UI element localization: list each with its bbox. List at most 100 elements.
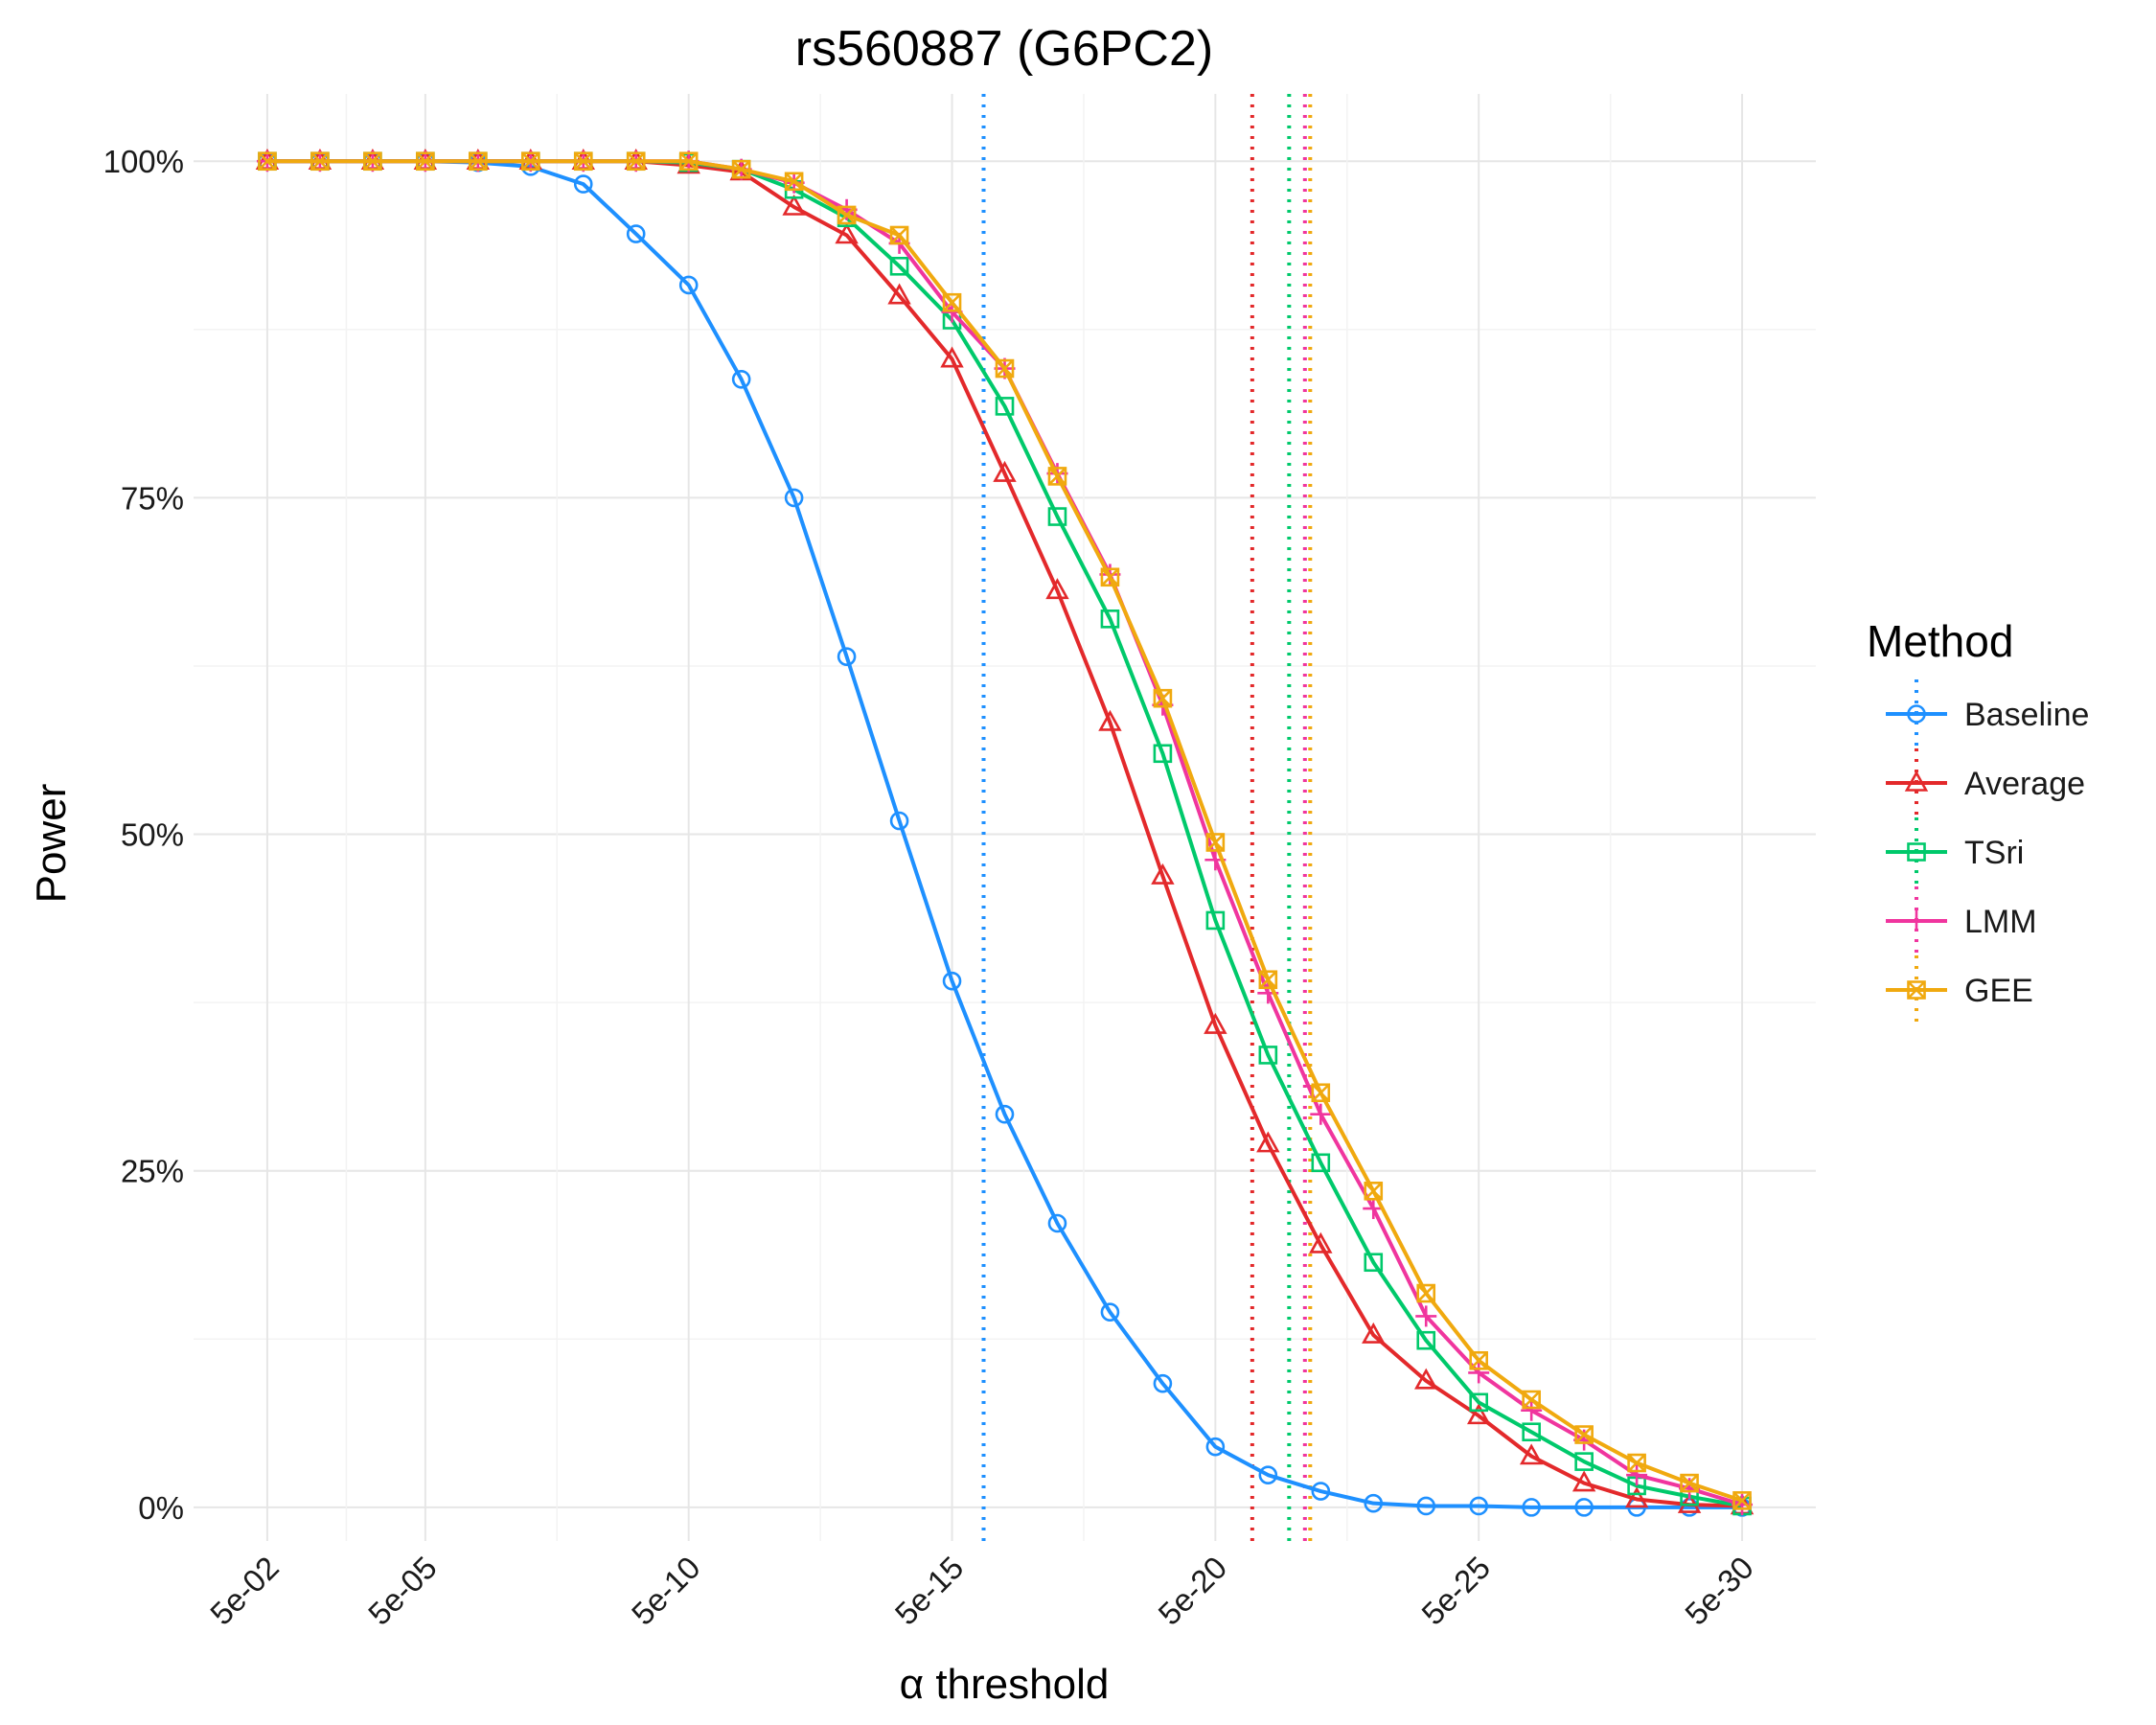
data-point-baseline xyxy=(1100,1302,1120,1322)
x-tick-label: 5e-10 xyxy=(625,1550,707,1632)
x-tick-label: 5e-15 xyxy=(888,1550,971,1632)
data-point-lmm xyxy=(1415,1305,1437,1327)
data-point-average xyxy=(1045,578,1069,600)
y-axis-title: Power xyxy=(28,784,75,904)
data-point-average xyxy=(940,346,964,368)
data-point-gee xyxy=(520,151,540,172)
data-point-average xyxy=(1256,1131,1280,1153)
data-point-tsri xyxy=(1364,1253,1384,1273)
data-point-average xyxy=(1309,1231,1333,1254)
data-point-gee xyxy=(889,225,909,245)
legend-marker-tsri xyxy=(1907,842,1926,862)
x-tick-label: 5e-02 xyxy=(203,1550,286,1632)
chart-title: rs560887 (G6PC2) xyxy=(795,21,1213,77)
data-point-gee xyxy=(731,159,751,179)
x-tick-label: 5e-25 xyxy=(1414,1550,1497,1632)
data-point-tsri xyxy=(1311,1153,1331,1173)
data-point-baseline xyxy=(1416,1496,1436,1516)
data-point-gee xyxy=(416,151,435,172)
data-point-lmm xyxy=(1521,1399,1543,1421)
data-point-average xyxy=(1204,1012,1227,1034)
data-point-tsri xyxy=(1047,507,1067,526)
grid xyxy=(194,94,1816,1541)
data-point-gee xyxy=(469,151,488,172)
data-point-baseline xyxy=(837,647,857,666)
data-point-gee xyxy=(1047,467,1067,486)
legend-item-average: Average xyxy=(1886,748,2085,817)
data-point-average xyxy=(835,222,859,244)
data-point-tsri xyxy=(1416,1330,1436,1350)
legend-item-baseline: Baseline xyxy=(1886,679,2089,748)
y-tick-label: 100% xyxy=(103,144,184,179)
data-point-gee xyxy=(310,151,330,172)
legend-title: Method xyxy=(1867,616,2013,666)
y-tick-label: 0% xyxy=(138,1490,184,1526)
data-point-baseline xyxy=(1258,1465,1278,1484)
data-point-gee xyxy=(942,292,962,312)
legend-label: Baseline xyxy=(1964,697,2089,733)
series-line-baseline xyxy=(266,159,1743,1509)
x-axis-ticks: 5e-02 5e-05 5e-10 5e-15 5e-20 5e-25 5e-30 xyxy=(203,1550,1760,1632)
series-lmm xyxy=(256,150,1754,1516)
series-gee xyxy=(258,151,1752,1510)
data-point-tsri xyxy=(995,397,1015,416)
data-point-baseline xyxy=(626,224,646,243)
data-point-gee xyxy=(626,151,646,172)
data-point-baseline xyxy=(731,369,751,389)
data-point-gee xyxy=(1574,1425,1594,1444)
data-point-gee xyxy=(1100,567,1120,587)
data-point-average xyxy=(1624,1486,1649,1508)
data-point-lmm xyxy=(1468,1362,1490,1384)
data-point-baseline xyxy=(784,488,804,508)
data-point-baseline xyxy=(889,811,909,831)
data-point-tsri xyxy=(889,256,909,276)
data-point-average xyxy=(1362,1322,1386,1344)
data-point-gee xyxy=(1416,1283,1436,1303)
data-point-average xyxy=(1151,862,1175,885)
x-axis-title: α threshold xyxy=(900,1661,1110,1708)
data-point-gee xyxy=(1680,1473,1699,1493)
data-point-tsri xyxy=(1205,910,1226,931)
data-point-baseline xyxy=(942,971,962,991)
data-point-average xyxy=(1414,1368,1438,1390)
x-tick-label: 5e-20 xyxy=(1151,1550,1233,1632)
legend-item-lmm: LMM xyxy=(1886,886,2037,955)
data-point-tsri xyxy=(1574,1452,1594,1471)
legend-label: TSri xyxy=(1964,835,2024,871)
x-tick-label: 5e-05 xyxy=(361,1550,444,1632)
data-point-average xyxy=(1571,1470,1596,1492)
threshold-lines xyxy=(981,94,1313,1541)
data-point-gee xyxy=(573,151,593,172)
data-point-baseline xyxy=(1047,1213,1067,1233)
data-point-gee xyxy=(1205,833,1226,852)
data-point-gee xyxy=(1732,1491,1752,1510)
data-point-tsri xyxy=(1100,610,1120,629)
legend-item-gee: GEE xyxy=(1886,955,2033,1024)
data-point-lmm xyxy=(1310,1103,1332,1125)
data-point-baseline xyxy=(678,275,699,295)
y-tick-label: 25% xyxy=(121,1154,184,1189)
x-axis-title-label: threshold xyxy=(935,1661,1109,1708)
data-point-gee xyxy=(1258,970,1278,990)
y-tick-label: 75% xyxy=(121,480,184,516)
x-tick-label: 5e-30 xyxy=(1678,1550,1760,1632)
data-point-average xyxy=(1677,1491,1702,1513)
series-average xyxy=(255,149,1755,1515)
data-point-tsri xyxy=(1258,1046,1278,1065)
data-point-gee xyxy=(1364,1181,1384,1201)
legend-marker-average xyxy=(1904,770,1929,792)
data-point-tsri xyxy=(1469,1392,1489,1413)
series-layer xyxy=(255,149,1755,1517)
legend-marker-lmm xyxy=(1906,910,1927,932)
data-point-baseline xyxy=(1574,1498,1594,1517)
data-point-gee xyxy=(1153,688,1173,708)
data-point-tsri xyxy=(1153,744,1173,764)
data-point-gee xyxy=(258,151,277,172)
data-point-gee xyxy=(1522,1390,1541,1410)
legend-label: GEE xyxy=(1964,973,2033,1009)
data-point-baseline xyxy=(995,1104,1015,1124)
legend-label: Average xyxy=(1964,766,2085,802)
data-point-baseline xyxy=(1205,1437,1226,1457)
legend-item-tsri: TSri xyxy=(1886,817,2024,886)
